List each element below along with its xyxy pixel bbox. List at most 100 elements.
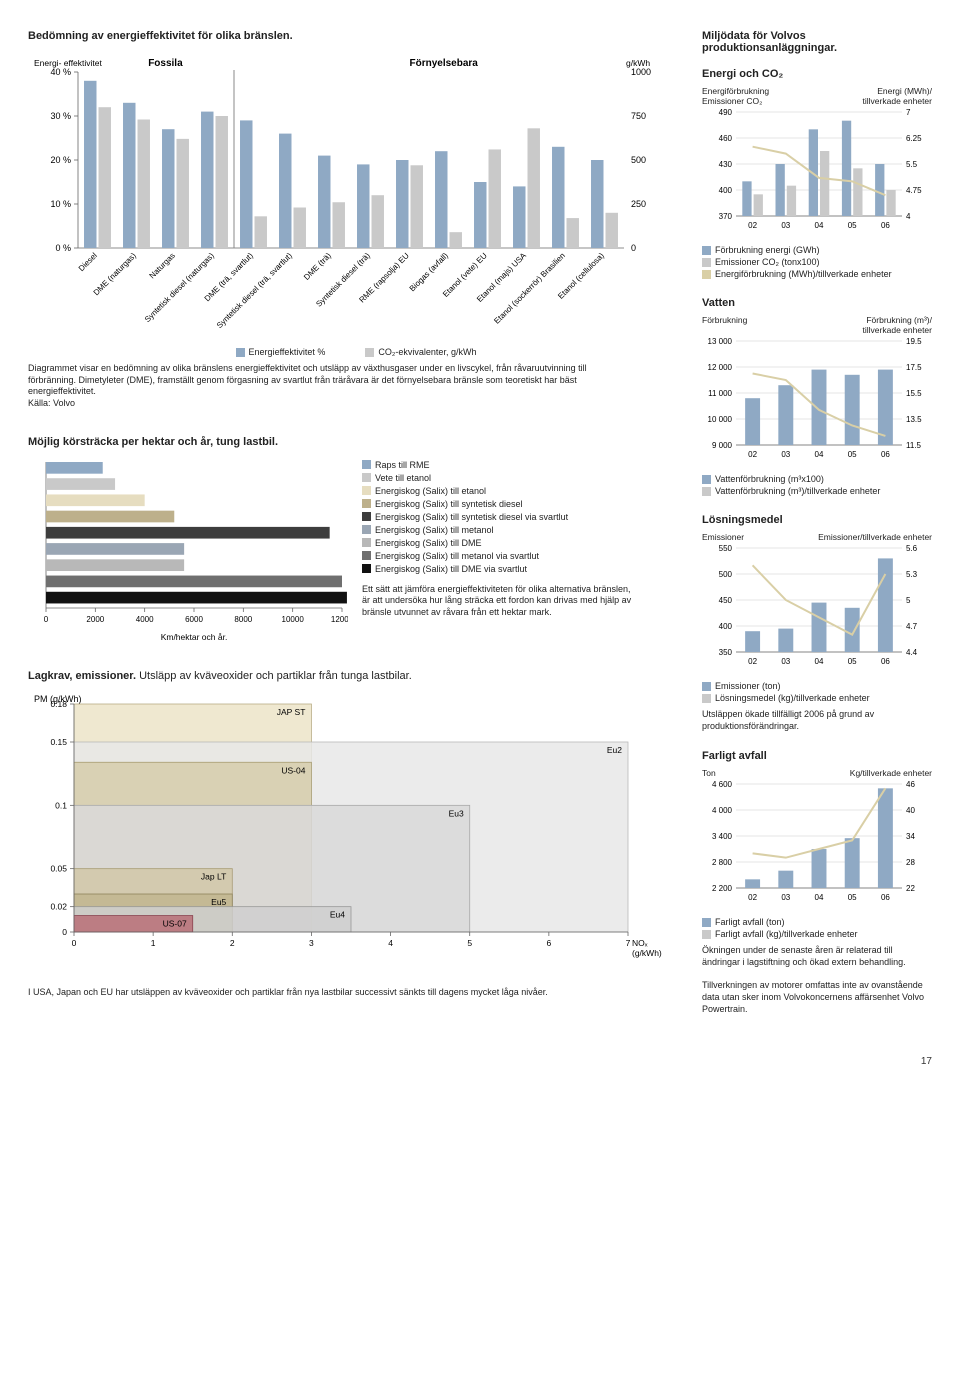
- svg-text:34: 34: [906, 832, 915, 841]
- svg-text:5: 5: [906, 596, 911, 605]
- svg-text:Eu2: Eu2: [607, 745, 622, 755]
- svg-text:1000: 1000: [631, 67, 651, 77]
- svg-text:500: 500: [631, 155, 646, 165]
- svg-text:Km/hektar och år.: Km/hektar och år.: [161, 632, 228, 642]
- svg-text:Förnyelsebara: Förnyelsebara: [410, 58, 479, 69]
- svg-text:03: 03: [781, 657, 790, 666]
- fuel-chart: Bedömning av energieffektivitet för olik…: [28, 30, 684, 410]
- hbar-legend-item: Energiskog (Salix) till DME via svartlut: [362, 564, 684, 574]
- svg-text:17.5: 17.5: [906, 363, 922, 372]
- svg-text:02: 02: [748, 450, 757, 459]
- svg-text:0: 0: [631, 243, 636, 253]
- svg-text:Eu3: Eu3: [449, 808, 464, 818]
- fuel-chart-title: Bedömning av energieffektivitet för olik…: [28, 30, 684, 42]
- svg-text:4000: 4000: [136, 615, 154, 624]
- svg-text:04: 04: [815, 657, 824, 666]
- svg-text:0.18: 0.18: [50, 699, 67, 709]
- svg-text:0.02: 0.02: [50, 901, 67, 911]
- svg-text:DME (trä): DME (trä): [302, 251, 333, 282]
- hbar-legend-item: Energiskog (Salix) till etanol: [362, 486, 684, 496]
- svg-text:250: 250: [631, 199, 646, 209]
- svg-text:10000: 10000: [282, 615, 305, 624]
- right-header: Miljödata för Volvos produktionsanläggni…: [702, 30, 932, 54]
- svg-text:05: 05: [848, 893, 857, 902]
- svg-text:550: 550: [719, 544, 733, 553]
- hbar-title: Möjlig körsträcka per hektar och år, tun…: [28, 436, 684, 448]
- hbar-svg: 020004000600080001000012000Km/hektar och…: [28, 454, 348, 644]
- svg-text:06: 06: [881, 657, 890, 666]
- svg-text:15.5: 15.5: [906, 389, 922, 398]
- svg-text:Diesel: Diesel: [77, 251, 99, 273]
- svg-text:9 000: 9 000: [712, 441, 733, 450]
- svg-text:28: 28: [906, 858, 915, 867]
- svg-text:4: 4: [906, 212, 911, 221]
- svg-text:30 %: 30 %: [50, 111, 71, 121]
- svg-text:0: 0: [72, 938, 77, 948]
- svg-text:6: 6: [546, 938, 551, 948]
- svg-text:2: 2: [230, 938, 235, 948]
- hbar-legend-item: Raps till RME: [362, 460, 684, 470]
- svg-text:750: 750: [631, 111, 646, 121]
- svg-text:05: 05: [848, 221, 857, 230]
- svg-text:NOₓ: NOₓ: [632, 938, 648, 948]
- svg-text:19.5: 19.5: [906, 337, 922, 346]
- swatch-eff: [236, 348, 245, 357]
- svg-text:400: 400: [719, 622, 733, 631]
- svg-text:10 000: 10 000: [708, 415, 733, 424]
- svg-text:06: 06: [881, 221, 890, 230]
- hbar-legend-item: Vete till etanol: [362, 473, 684, 483]
- svg-text:02: 02: [748, 657, 757, 666]
- svg-text:430: 430: [719, 160, 733, 169]
- svg-text:(g/kWh): (g/kWh): [632, 948, 662, 958]
- svg-text:05: 05: [848, 450, 857, 459]
- page-number: 17: [28, 1056, 932, 1067]
- svg-text:Fossila: Fossila: [148, 58, 183, 69]
- svg-text:13.5: 13.5: [906, 415, 922, 424]
- svg-text:Jap LT: Jap LT: [201, 871, 226, 881]
- svg-text:2 200: 2 200: [712, 884, 733, 893]
- svg-text:5.6: 5.6: [906, 544, 918, 553]
- mini-chart: VattenFörbrukningFörbrukning (m³)/ tillv…: [702, 297, 932, 496]
- svg-text:Eu4: Eu4: [330, 909, 345, 919]
- hbar-legend-item: Energiskog (Salix) till metanol via svar…: [362, 551, 684, 561]
- svg-text:11 000: 11 000: [708, 389, 732, 398]
- svg-text:20 %: 20 %: [50, 155, 71, 165]
- svg-text:13 000: 13 000: [708, 337, 733, 346]
- hbar-legend-item: Energiskog (Salix) till syntetisk diesel: [362, 499, 684, 509]
- hbar-desc: Ett sätt att jämföra energieffektivitete…: [362, 584, 632, 619]
- svg-text:Biogas (avfall): Biogas (avfall): [408, 251, 450, 293]
- svg-text:0: 0: [62, 927, 67, 937]
- svg-text:Syntetisk diesel (trä, svartlu: Syntetisk diesel (trä, svartlut): [215, 251, 294, 330]
- svg-text:5.3: 5.3: [906, 570, 918, 579]
- svg-text:4 600: 4 600: [712, 780, 733, 789]
- svg-text:4.4: 4.4: [906, 648, 918, 657]
- svg-text:02: 02: [748, 893, 757, 902]
- mini-chart: Energi och CO₂Energiförbrukning Emission…: [702, 68, 932, 279]
- svg-text:500: 500: [719, 570, 733, 579]
- svg-text:US-07: US-07: [163, 918, 187, 928]
- svg-text:10 %: 10 %: [50, 199, 71, 209]
- svg-text:05: 05: [848, 657, 857, 666]
- svg-text:490: 490: [719, 108, 733, 117]
- svg-text:5: 5: [467, 938, 472, 948]
- svg-text:12 000: 12 000: [708, 363, 733, 372]
- fuel-chart-desc: Diagrammet visar en bedömning av olika b…: [28, 363, 628, 410]
- svg-text:0.15: 0.15: [50, 737, 67, 747]
- svg-text:1: 1: [151, 938, 156, 948]
- svg-text:460: 460: [719, 134, 733, 143]
- svg-text:350: 350: [719, 648, 733, 657]
- svg-text:4.7: 4.7: [906, 622, 918, 631]
- svg-text:06: 06: [881, 450, 890, 459]
- svg-text:0.05: 0.05: [50, 863, 67, 873]
- svg-text:3 400: 3 400: [712, 832, 733, 841]
- svg-text:2 800: 2 800: [712, 858, 733, 867]
- svg-text:3: 3: [309, 938, 314, 948]
- svg-text:5.5: 5.5: [906, 160, 918, 169]
- svg-text:46: 46: [906, 780, 915, 789]
- svg-text:03: 03: [781, 450, 790, 459]
- svg-text:8000: 8000: [234, 615, 252, 624]
- fuel-chart-svg: 0 %10 %20 %30 %40 %02505007501000Fossila…: [28, 48, 668, 338]
- mini-chart: Farligt avfallTonKg/tillverkade enheter2…: [702, 750, 932, 1015]
- svg-text:US-04: US-04: [281, 765, 305, 775]
- hbar-legend-item: Energiskog (Salix) till syntetisk diesel…: [362, 512, 684, 522]
